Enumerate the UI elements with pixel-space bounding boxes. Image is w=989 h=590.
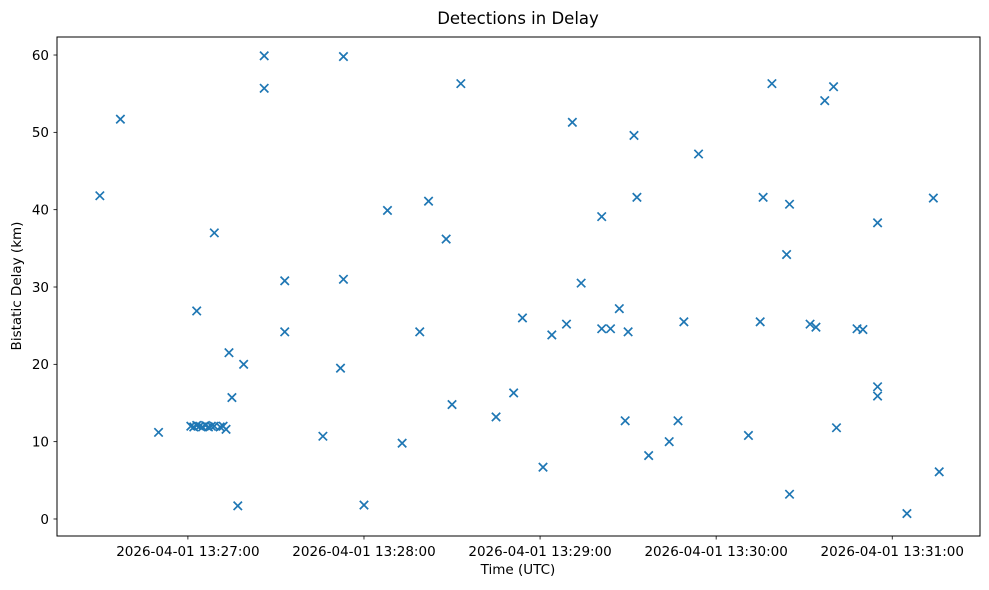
data-point: [227, 392, 237, 403]
x-tick-label: 2026-04-01 13:31:00: [821, 544, 964, 560]
data-point: [643, 450, 654, 461]
data-point: [338, 51, 349, 62]
data-point: [819, 95, 830, 106]
data-point: [767, 78, 777, 89]
data-point: [447, 399, 457, 410]
data-point: [758, 192, 768, 203]
data-point: [259, 83, 269, 94]
data-point: [784, 199, 795, 210]
y-tick-label: 40: [32, 202, 49, 218]
data-point: [605, 323, 616, 334]
data-point: [828, 81, 839, 92]
data-point: [632, 192, 642, 203]
data-point: [382, 205, 393, 216]
y-axis-ticks: 0 10 20 30 40 50 60: [32, 48, 57, 528]
data-point: [673, 415, 683, 426]
data-point: [279, 276, 290, 286]
data-point: [335, 363, 346, 373]
data-point: [95, 190, 105, 201]
data-point: [538, 462, 548, 472]
data-point: [872, 218, 883, 228]
x-tick-label: 2026-04-01 13:29:00: [468, 544, 611, 560]
data-point: [423, 196, 434, 206]
data-points-layer: [95, 50, 945, 519]
data-point: [693, 149, 704, 159]
data-point: [259, 50, 269, 61]
data-point: [811, 322, 821, 333]
data-point: [664, 436, 675, 447]
data-point: [561, 319, 572, 329]
plot-area: [56, 36, 981, 537]
data-point: [279, 327, 290, 337]
data-point: [620, 415, 630, 426]
data-point: [567, 117, 578, 128]
data-point: [441, 234, 451, 244]
data-point: [858, 324, 868, 335]
data-point: [872, 391, 883, 401]
data-point: [238, 359, 249, 370]
y-tick-label: 20: [32, 357, 49, 373]
data-point: [153, 427, 164, 438]
data-point: [318, 431, 328, 442]
data-point: [784, 489, 795, 500]
y-tick-label: 30: [32, 280, 49, 296]
y-tick-label: 0: [40, 512, 49, 528]
x-axis-ticks: 2026-04-01 13:27:00 2026-04-01 13:28:00 20…: [116, 536, 964, 560]
data-point: [224, 347, 234, 358]
data-point: [614, 303, 625, 314]
y-axis-label: Bistatic Delay (km): [9, 222, 25, 351]
data-point: [679, 316, 689, 327]
x-axis-label: Time (UTC): [480, 562, 556, 578]
data-point: [215, 422, 225, 432]
data-point: [414, 327, 425, 337]
data-point: [508, 388, 519, 398]
data-point: [781, 249, 792, 260]
data-point: [743, 430, 754, 441]
data-point: [209, 228, 220, 238]
data-point: [191, 420, 202, 431]
data-point: [623, 327, 633, 337]
y-tick-label: 60: [32, 48, 49, 64]
data-point: [547, 330, 557, 340]
data-point: [359, 500, 369, 510]
data-point: [629, 130, 639, 141]
data-point: [397, 438, 407, 449]
data-point: [805, 319, 815, 329]
data-point: [491, 412, 501, 422]
data-point: [338, 274, 349, 285]
data-point: [232, 501, 243, 511]
data-point: [934, 467, 945, 477]
data-point: [596, 323, 607, 334]
y-tick-label: 10: [32, 434, 49, 450]
x-tick-label: 2026-04-01 13:27:00: [116, 544, 259, 560]
x-tick-label: 2026-04-01 13:30:00: [644, 544, 787, 560]
data-point: [115, 114, 126, 125]
data-point: [755, 316, 765, 327]
data-point: [596, 211, 607, 222]
data-point: [872, 381, 883, 392]
data-point: [576, 278, 586, 288]
data-point: [928, 193, 939, 203]
data-point: [221, 424, 231, 435]
data-point: [831, 422, 842, 433]
chart-title: Detections in Delay: [437, 9, 599, 28]
data-point: [902, 508, 912, 519]
y-tick-label: 50: [32, 125, 49, 141]
data-point: [206, 421, 217, 431]
data-point: [191, 306, 202, 316]
data-point: [456, 78, 466, 89]
x-tick-label: 2026-04-01 13:28:00: [292, 544, 435, 560]
data-point: [517, 313, 528, 323]
